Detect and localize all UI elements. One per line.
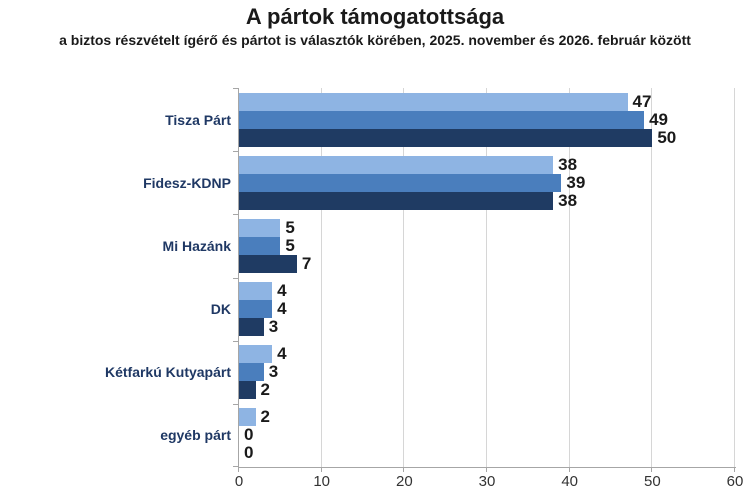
x-tick-30 [486, 467, 487, 472]
x-tick-50 [651, 467, 653, 472]
category-label: DK [210, 301, 231, 318]
bar [239, 191, 554, 210]
x-tick-10 [320, 467, 322, 472]
plot-area: 47 49 50 38 39 38 5 5 7 4 4 3 4 3 2 2 0 0 [233, 88, 736, 472]
gridline-40 [568, 88, 570, 467]
y-tick-4 [233, 340, 238, 342]
gridline-60 [734, 88, 735, 467]
gridline-10 [320, 88, 322, 467]
bar [239, 110, 645, 129]
bar [239, 254, 297, 273]
bar-value-label: 47 [632, 91, 652, 111]
x-tick-label-20: 20 [395, 473, 413, 490]
y-tick-2 [233, 214, 238, 216]
x-tick-label-30: 30 [478, 473, 496, 490]
y-tick-5 [233, 403, 238, 405]
bar-value-label: 49 [649, 109, 668, 129]
bar-value-label: 5 [285, 235, 295, 255]
category-axis: Tisza Párt Fidesz-KDNP Mi Hazánk DK Kétfarkú… [0, 88, 231, 467]
category-label: Mi Hazánk [162, 237, 231, 254]
bar-value-label: 0 [244, 425, 254, 445]
y-tick-bottom [233, 466, 238, 467]
x-axis-labels: 0 10 20 30 40 50 60 [235, 473, 744, 495]
y-tick-1 [233, 151, 238, 153]
bar-value-label: 4 [277, 344, 287, 364]
bar [239, 318, 264, 337]
bar-value-label: 39 [566, 172, 586, 192]
bar-value-label: 3 [268, 317, 279, 337]
x-tick-label-40: 40 [561, 473, 578, 490]
bar-value-label: 2 [260, 407, 270, 427]
bar-value-label: 38 [558, 154, 578, 174]
bar-value-label: 7 [301, 253, 312, 273]
chart-subtitle: a biztos részvételt ígérő és pártot is v… [59, 32, 691, 48]
bar-value-label: 38 [558, 190, 578, 210]
category-label: Fidesz-KDNP [143, 174, 231, 191]
bar-value-label: 4 [277, 281, 287, 301]
gridline-30 [486, 88, 487, 467]
x-tick-40 [568, 467, 570, 472]
bar-value-label: 50 [657, 127, 677, 147]
bar [239, 92, 628, 111]
bar [239, 218, 281, 237]
x-tick-label-10: 10 [313, 473, 330, 490]
category-label: Kétfarkú Kutyapárt [104, 364, 231, 381]
x-axis-line [238, 467, 736, 468]
bar-value-label: 4 [277, 299, 287, 319]
bar [239, 155, 554, 174]
category-label: Tisza Párt [165, 111, 231, 128]
bar [239, 236, 281, 255]
bar-value-label: 2 [260, 380, 270, 400]
bar [239, 282, 273, 301]
bar [239, 128, 653, 147]
bar [239, 345, 273, 364]
bar-value-label: 3 [268, 362, 279, 382]
bar [239, 173, 562, 192]
x-tick-label-0: 0 [234, 473, 244, 490]
y-axis-line [238, 88, 239, 467]
x-tick-0 [238, 467, 239, 472]
y-tick-0 [233, 88, 238, 89]
chart-title: A pártok támogatottsága [245, 4, 505, 29]
category-label: egyéb párt [160, 427, 231, 444]
gridline-20 [403, 88, 405, 467]
x-tick-20 [403, 467, 405, 472]
x-tick-60 [734, 467, 735, 472]
y-tick-3 [233, 277, 238, 279]
bar-value-label: 5 [285, 217, 295, 237]
bar-value-label: 0 [244, 443, 254, 463]
bar [239, 300, 273, 319]
bar [239, 408, 256, 427]
gridline-50 [651, 88, 653, 467]
bar [239, 381, 256, 400]
bar [239, 363, 264, 382]
x-tick-label-60: 60 [726, 473, 744, 490]
x-tick-label-50: 50 [643, 473, 661, 490]
